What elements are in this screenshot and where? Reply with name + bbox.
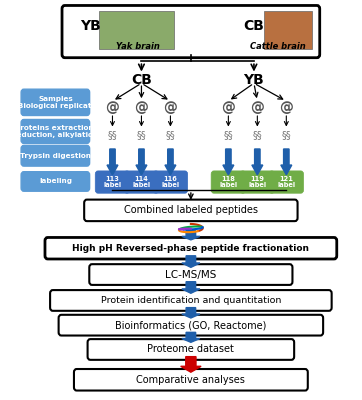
Text: §§: §§ bbox=[252, 130, 262, 140]
Text: Comparative analyses: Comparative analyses bbox=[136, 375, 245, 385]
Text: 113
label: 113 label bbox=[104, 176, 122, 188]
FancyArrow shape bbox=[107, 149, 118, 175]
Text: Trypsin digestion: Trypsin digestion bbox=[20, 153, 91, 159]
Text: 116
label: 116 label bbox=[161, 176, 180, 188]
Text: CB: CB bbox=[244, 19, 264, 33]
Text: §§: §§ bbox=[136, 130, 146, 140]
FancyBboxPatch shape bbox=[89, 264, 292, 285]
FancyBboxPatch shape bbox=[21, 89, 90, 116]
Text: Bioinformatics (GO, Reactome): Bioinformatics (GO, Reactome) bbox=[115, 320, 266, 330]
Text: @: @ bbox=[106, 101, 119, 115]
FancyBboxPatch shape bbox=[59, 315, 323, 336]
Text: §§: §§ bbox=[108, 130, 117, 140]
Text: 121
label: 121 label bbox=[277, 176, 295, 188]
FancyBboxPatch shape bbox=[88, 339, 294, 360]
Text: YB: YB bbox=[244, 74, 264, 88]
Text: 118
label: 118 label bbox=[219, 176, 237, 188]
FancyArrow shape bbox=[223, 149, 234, 175]
FancyBboxPatch shape bbox=[84, 200, 298, 221]
FancyArrow shape bbox=[252, 149, 263, 175]
FancyBboxPatch shape bbox=[240, 171, 274, 193]
FancyBboxPatch shape bbox=[99, 12, 174, 49]
Text: CB: CB bbox=[131, 74, 152, 88]
FancyArrow shape bbox=[182, 282, 200, 293]
FancyBboxPatch shape bbox=[264, 12, 312, 49]
Text: High pH Reversed-phase peptide fractionation: High pH Reversed-phase peptide fractiona… bbox=[72, 244, 310, 253]
Text: §§: §§ bbox=[281, 130, 291, 140]
Text: @: @ bbox=[135, 101, 148, 115]
Text: Samples
(3 Biological replicates): Samples (3 Biological replicates) bbox=[7, 96, 104, 109]
FancyArrow shape bbox=[165, 149, 176, 175]
FancyArrow shape bbox=[182, 332, 200, 342]
Text: labeling: labeling bbox=[39, 178, 72, 184]
FancyArrow shape bbox=[281, 149, 292, 175]
FancyBboxPatch shape bbox=[269, 171, 303, 193]
Text: Proteins extraction,
reduction, alkylation: Proteins extraction, reduction, alkylati… bbox=[13, 125, 98, 138]
FancyBboxPatch shape bbox=[21, 120, 90, 143]
Text: @: @ bbox=[251, 101, 264, 115]
FancyBboxPatch shape bbox=[45, 238, 337, 259]
FancyBboxPatch shape bbox=[21, 172, 90, 191]
FancyBboxPatch shape bbox=[153, 171, 188, 193]
Text: YB: YB bbox=[80, 19, 101, 33]
Text: §§: §§ bbox=[165, 130, 175, 140]
Text: @: @ bbox=[222, 101, 235, 115]
Text: §§: §§ bbox=[223, 130, 233, 140]
Text: Combined labeled peptides: Combined labeled peptides bbox=[124, 205, 258, 215]
FancyBboxPatch shape bbox=[124, 171, 159, 193]
Text: 119
label: 119 label bbox=[248, 176, 266, 188]
FancyBboxPatch shape bbox=[74, 369, 308, 390]
FancyBboxPatch shape bbox=[21, 145, 90, 166]
Text: Proteome dataset: Proteome dataset bbox=[147, 344, 234, 354]
Text: Cattle brain: Cattle brain bbox=[250, 42, 306, 51]
FancyBboxPatch shape bbox=[50, 290, 332, 311]
FancyArrow shape bbox=[182, 308, 200, 318]
FancyBboxPatch shape bbox=[211, 171, 245, 193]
Text: @: @ bbox=[279, 101, 293, 115]
Text: @: @ bbox=[164, 101, 177, 115]
FancyArrow shape bbox=[182, 231, 200, 240]
Text: Protein identification and quantitation: Protein identification and quantitation bbox=[101, 296, 281, 305]
Text: LC-MS/MS: LC-MS/MS bbox=[165, 270, 216, 280]
FancyArrow shape bbox=[182, 256, 200, 267]
FancyArrow shape bbox=[181, 357, 201, 372]
FancyArrow shape bbox=[136, 149, 147, 175]
Text: 114
label: 114 label bbox=[132, 176, 151, 188]
FancyBboxPatch shape bbox=[62, 6, 320, 58]
FancyBboxPatch shape bbox=[95, 171, 130, 193]
Text: Yak brain: Yak brain bbox=[116, 42, 160, 51]
